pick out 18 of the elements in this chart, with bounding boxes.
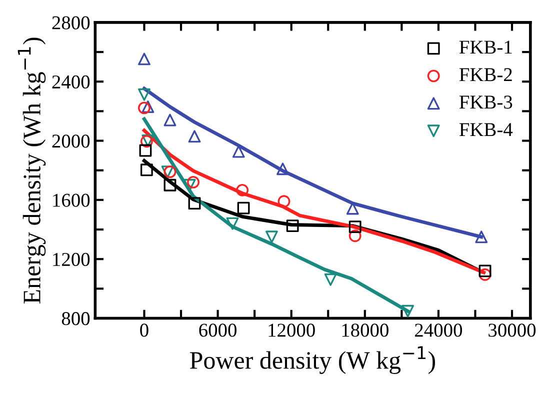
y-tick-label: 1200 (53, 252, 90, 266)
legend-label: FKB-2 (459, 68, 512, 82)
x-tick-label: 6000 (199, 324, 236, 337)
y-tick-label: 800 (62, 312, 90, 326)
y-tick-label: 2800 (52, 16, 90, 30)
y-tick-label: 2000 (52, 134, 90, 148)
legend-label: FKB-1 (459, 40, 512, 54)
y-tick-label: 1600 (53, 194, 90, 207)
y-axis-title: Energy density (Wh kg$^{−1}$) (18, 38, 46, 304)
legend-label: FKB-3 (459, 96, 512, 109)
x-tick-label: 18000 (342, 324, 388, 337)
x-tick-label: 12000 (268, 324, 315, 337)
x-axis-title: Power density (W kg$^{−1}$) (190, 346, 436, 374)
x-tick-label: 24000 (415, 324, 462, 337)
y-tick-label: 2400 (52, 75, 90, 89)
legend-label: FKB-4 (459, 123, 513, 136)
x-tick-label: 30000 (488, 324, 536, 337)
x-tick-label: 0 (140, 324, 148, 337)
